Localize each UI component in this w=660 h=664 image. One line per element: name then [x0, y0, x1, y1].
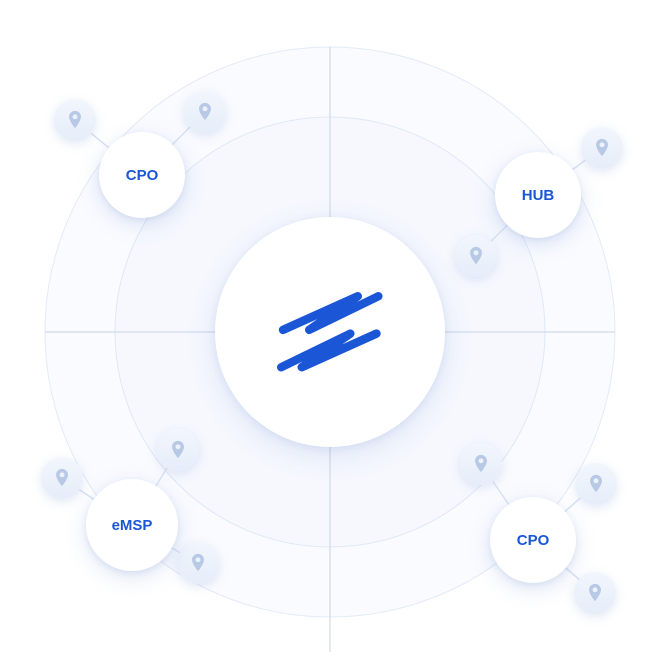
map-pin-icon: [167, 439, 189, 461]
satellite-pin: [575, 463, 617, 505]
satellite-pin: [41, 457, 83, 499]
map-pin-icon: [470, 453, 492, 475]
diagram-canvas: CPO HUB eMSP CPO: [0, 0, 660, 664]
entity-label: CPO: [126, 167, 159, 184]
entity-label: HUB: [522, 187, 555, 204]
map-pin-icon: [591, 137, 613, 159]
entity-cpo-bottom-right: CPO: [490, 497, 576, 583]
map-pin-icon: [187, 552, 209, 574]
satellite-pin: [54, 99, 96, 141]
satellite-pin: [460, 443, 502, 485]
satellite-pin: [157, 429, 199, 471]
map-pin-icon: [51, 467, 73, 489]
satellite-pin: [177, 542, 219, 584]
map-pin-icon: [194, 101, 216, 123]
entity-emsp-bottom-left: eMSP: [86, 479, 178, 571]
map-pin-icon: [585, 473, 607, 495]
map-pin-icon: [64, 109, 86, 131]
satellite-pin: [574, 572, 616, 614]
map-pin-icon: [584, 582, 606, 604]
entity-hub-top-right: HUB: [495, 152, 581, 238]
center-hub: [215, 217, 445, 447]
satellite-pin: [455, 235, 497, 277]
entity-label: CPO: [517, 532, 550, 549]
entity-cpo-top-left: CPO: [99, 132, 185, 218]
entity-label: eMSP: [112, 517, 153, 534]
satellite-pin: [184, 91, 226, 133]
lightning-icon: [255, 257, 405, 407]
map-pin-icon: [465, 245, 487, 267]
satellite-pin: [581, 127, 623, 169]
